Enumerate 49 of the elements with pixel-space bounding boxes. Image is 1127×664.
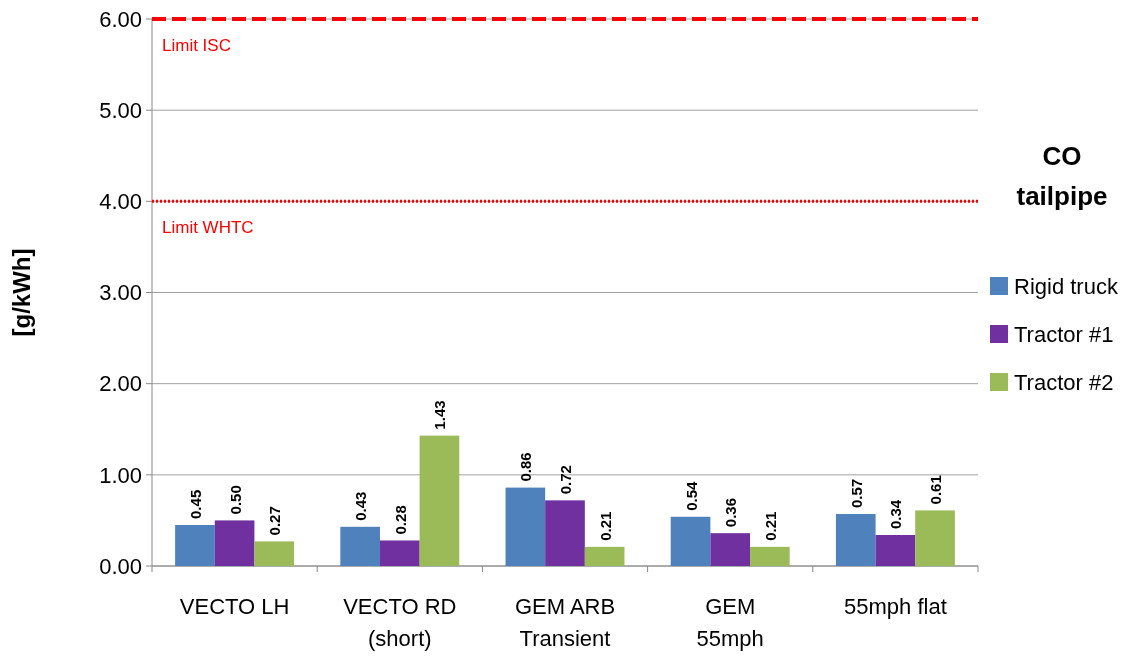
data-label: 0.45	[186, 489, 204, 519]
y-tick-label: 3.00	[99, 280, 142, 306]
x-tick-label: VECTO LH	[179, 594, 290, 619]
bar	[584, 546, 625, 566]
bar	[340, 526, 380, 566]
data-label: 0.86	[517, 452, 535, 482]
data-label: 0.61	[927, 475, 945, 505]
y-tick-label: 4.00	[99, 189, 142, 215]
x-tick-label: VECTO RD (short)	[343, 594, 457, 651]
bar	[214, 520, 255, 566]
legend-label: Tractor #1	[1014, 321, 1114, 347]
data-label: 0.34	[887, 499, 905, 529]
legend-label: Rigid truck	[1014, 273, 1119, 299]
ref-line-label: Limit ISC	[162, 36, 231, 55]
y-tick-label: 1.00	[99, 462, 142, 488]
bar	[915, 510, 955, 566]
y-axis-title: [g/kWh]	[8, 248, 35, 337]
bar	[835, 514, 876, 566]
data-label: 1.43	[431, 400, 449, 430]
legend-label: Tractor #2	[1014, 369, 1114, 395]
bar	[875, 535, 916, 566]
x-tick-label: GEM ARB Transient	[514, 594, 616, 651]
bar	[750, 546, 790, 566]
data-label: 0.43	[352, 491, 370, 521]
y-tick-label: 0.00	[99, 553, 142, 579]
bar	[505, 487, 546, 566]
data-label: 0.72	[557, 465, 574, 495]
bar	[175, 524, 215, 566]
bar	[670, 516, 711, 566]
y-tick-label: 2.00	[99, 371, 142, 397]
bar	[379, 540, 420, 566]
data-label: 0.21	[761, 511, 779, 541]
data-label: 0.21	[596, 511, 614, 541]
data-label: 0.36	[722, 497, 740, 528]
data-label: 0.57	[847, 478, 865, 509]
x-tick-label: GEM 55mph	[696, 594, 764, 651]
data-label: 0.54	[682, 480, 700, 511]
text: CO tailpipe	[1016, 141, 1108, 211]
y-tick-label: 6.00	[99, 6, 142, 32]
data-label: 0.28	[391, 505, 409, 535]
bar	[419, 435, 460, 566]
ref-line-label: Limit WHTC	[162, 218, 254, 238]
bar	[254, 541, 295, 566]
bar	[710, 533, 751, 566]
y-tick-label: 5.00	[99, 97, 142, 123]
data-label: 0.50	[226, 485, 244, 515]
x-tick-label: 55mph flat	[844, 594, 947, 619]
bar	[545, 500, 585, 566]
data-label: 0.27	[266, 506, 284, 536]
